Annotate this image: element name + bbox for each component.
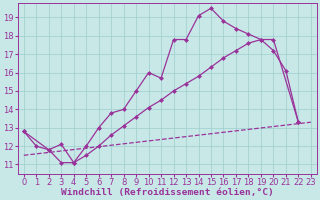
X-axis label: Windchill (Refroidissement éolien,°C): Windchill (Refroidissement éolien,°C) [61, 188, 274, 197]
